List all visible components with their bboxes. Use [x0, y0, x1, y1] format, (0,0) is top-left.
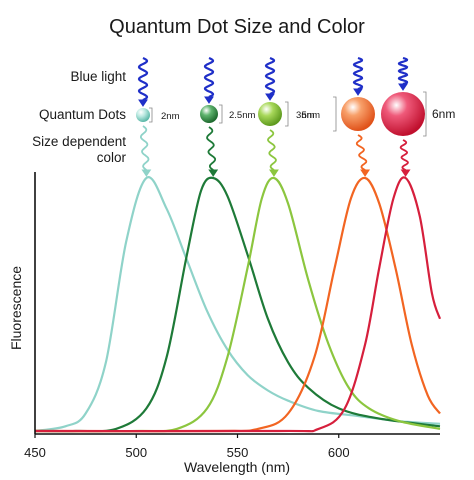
emission-wave-3	[267, 129, 277, 171]
size-bracket-3	[285, 101, 289, 127]
emission-arrowhead-4	[360, 169, 371, 177]
emission-wave-5	[399, 139, 409, 171]
emission-curve-1	[34, 176, 441, 433]
emission-wave-2	[206, 126, 216, 171]
quantum-dot-5	[381, 92, 425, 136]
emission-curve-5	[34, 176, 442, 433]
quantum-dot-2	[200, 105, 218, 123]
x-axis-label: Wavelength (nm)	[184, 459, 290, 475]
emission-arrows	[140, 125, 411, 177]
blue-light-wave-1	[137, 57, 149, 101]
dot-size-label-5: 6nm	[432, 107, 455, 121]
quantum-dots-label: Quantum Dots	[39, 107, 126, 122]
excitation-arrows	[137, 56, 409, 107]
x-tick-label: 550	[227, 445, 249, 460]
blue-light-label: Blue light	[70, 69, 126, 84]
size-bracket-1	[149, 107, 153, 123]
emission-wave-4	[355, 134, 368, 171]
size-bracket-2	[219, 104, 223, 124]
blue-light-wave-5	[397, 56, 409, 86]
dot-size-label-4: 5nm	[302, 110, 321, 121]
fluorescence-chart: 450 500 550 600 Wavelength (nm) Fluorescenc…	[8, 172, 442, 475]
x-tick-label: 600	[328, 445, 350, 460]
blue-light-arrowhead-2	[204, 96, 214, 104]
emission-curve-3	[34, 176, 441, 433]
blue-light-wave-2	[203, 56, 215, 98]
size-dependent-label: Size dependent	[32, 134, 126, 149]
diagram-title: Quantum Dot Size and Color	[109, 16, 365, 38]
blue-light-arrowhead-5	[398, 83, 408, 91]
dot-size-label-3: 3nm	[296, 110, 315, 121]
emission-arrowhead-3	[269, 169, 279, 177]
blue-light-arrowhead-3	[265, 93, 275, 101]
blue-light-wave-4	[352, 56, 364, 91]
size-bracket-5	[423, 91, 427, 137]
quantum-dot-4	[341, 97, 375, 131]
size-bracket-4	[333, 96, 337, 132]
y-axis-label: Fluorescence	[8, 266, 24, 350]
emission-arrowhead-5	[400, 169, 411, 177]
emission-arrowhead-1	[141, 169, 152, 177]
color-label: color	[97, 150, 127, 165]
emission-curves	[34, 176, 442, 433]
quantum-dot-1	[136, 108, 150, 122]
emission-curve-2	[34, 176, 441, 433]
dot-size-label-2: 2.5nm	[229, 110, 255, 121]
quantum-dot-3	[258, 102, 282, 126]
emission-wave-1	[140, 125, 150, 171]
emission-arrowhead-2	[208, 169, 219, 177]
blue-light-wave-3	[264, 56, 276, 96]
x-tick-label: 450	[24, 445, 46, 460]
blue-light-arrowhead-1	[138, 99, 148, 107]
x-ticks: 450 500 550 600	[24, 434, 350, 460]
blue-light-arrowhead-4	[353, 88, 363, 96]
x-tick-label: 500	[125, 445, 147, 460]
dot-size-label-1: 2nm	[161, 111, 180, 122]
